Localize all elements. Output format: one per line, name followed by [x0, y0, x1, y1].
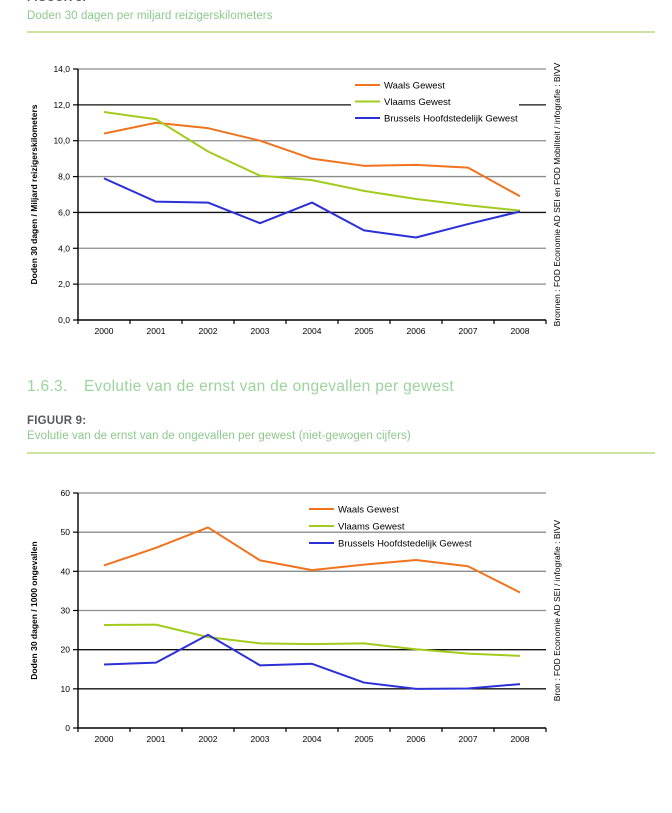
x-tick-label: 2005: [355, 734, 374, 744]
series-line-vlaams-gewest: [103, 111, 521, 212]
y-tick-label: 6,0: [58, 207, 70, 217]
x-tick-label: 2006: [407, 734, 426, 744]
x-tick-label: 2003: [251, 326, 270, 336]
y-tick-label: 0,0: [58, 315, 70, 325]
section-heading: 1.6.3. Evolutie van de ernst van de onge…: [27, 378, 647, 396]
y-tick-label: 2,0: [58, 279, 70, 289]
source-note: Bron : FOD Economie AD SEI / infografie …: [552, 519, 562, 701]
series-line-waals-gewest: [103, 526, 521, 594]
legend-label: Vlaams Gewest: [384, 97, 451, 108]
y-tick-label: 4,0: [58, 243, 70, 253]
y-tick-label: 10,0: [53, 136, 70, 146]
x-tick-label: 2002: [199, 326, 218, 336]
y-tick-label: 8,0: [58, 172, 70, 182]
section-title: Evolutie van de ernst van de ongevallen …: [84, 378, 455, 395]
y-tick-label: 10: [61, 684, 71, 694]
x-tick-label: 2001: [147, 734, 166, 744]
series-line-vlaams-gewest: [103, 623, 521, 657]
legend-label: Brussels Hoofdstedelijk Gewest: [338, 539, 472, 550]
x-tick-label: 2005: [355, 326, 374, 336]
divider-rule-top: [27, 31, 655, 33]
y-axis-title: Doden 30 dagen / Miljard reizigerskilome…: [29, 104, 39, 284]
y-tick-label: 12,0: [53, 100, 70, 110]
figure8-label: FIGUUR 8:: [27, 0, 86, 4]
y-axis-title: Doden 30 dagen / 1000 ongevallen: [29, 541, 39, 679]
y-tick-label: 60: [61, 488, 71, 498]
x-tick-label: 2001: [147, 326, 166, 336]
x-tick-label: 2003: [251, 734, 270, 744]
x-tick-label: 2006: [407, 326, 426, 336]
figure8-caption: Doden 30 dagen per miljard reizigerskilo…: [27, 10, 273, 22]
legend-label: Vlaams Gewest: [338, 522, 405, 533]
legend-label: Waals Gewest: [338, 505, 399, 516]
x-tick-label: 2008: [511, 734, 530, 744]
section-number: 1.6.3.: [27, 378, 68, 395]
divider-rule-middle: [27, 452, 655, 454]
y-tick-label: 0: [65, 723, 70, 733]
figure8-chart: 0,0 2,0 4,0 6,0 8,0 10,0 12,0 14,0 2000 2001 2002 2…: [29, 62, 562, 336]
figure9-caption: Evolutie van de ernst van de ongevallen …: [27, 430, 411, 442]
x-tick-label: 2008: [511, 326, 530, 336]
x-tick-label: 2004: [303, 326, 322, 336]
x-tick-label: 2007: [459, 326, 478, 336]
x-tick-label: 2002: [199, 734, 218, 744]
figure9-chart: 0 10 20 30 40 50 60 2000 2001 2002 2003 2004 2005 200…: [29, 488, 562, 744]
series-line-waals-gewest: [103, 121, 521, 198]
x-tick-label: 2007: [459, 734, 478, 744]
y-tick-label: 14,0: [53, 64, 70, 74]
series-line-brussels-hoofdstedelijk-gewest: [103, 633, 521, 690]
y-tick-label: 30: [61, 606, 71, 616]
x-tick-label: 2004: [303, 734, 322, 744]
legend-label: Brussels Hoofdstedelijk Gewest: [384, 114, 518, 125]
y-tick-label: 40: [61, 566, 71, 576]
x-tick-label: 2000: [95, 734, 114, 744]
y-tick-label: 50: [61, 527, 71, 537]
series-line-brussels-hoofdstedelijk-gewest: [103, 177, 521, 239]
y-tick-label: 20: [61, 645, 71, 655]
source-note: Bronnen : FOD Economie AD SEI en FOD Mob…: [552, 62, 562, 326]
x-tick-label: 2000: [95, 326, 114, 336]
figure9-label: FIGUUR 9:: [27, 415, 87, 427]
legend-label: Waals Gewest: [384, 81, 445, 92]
